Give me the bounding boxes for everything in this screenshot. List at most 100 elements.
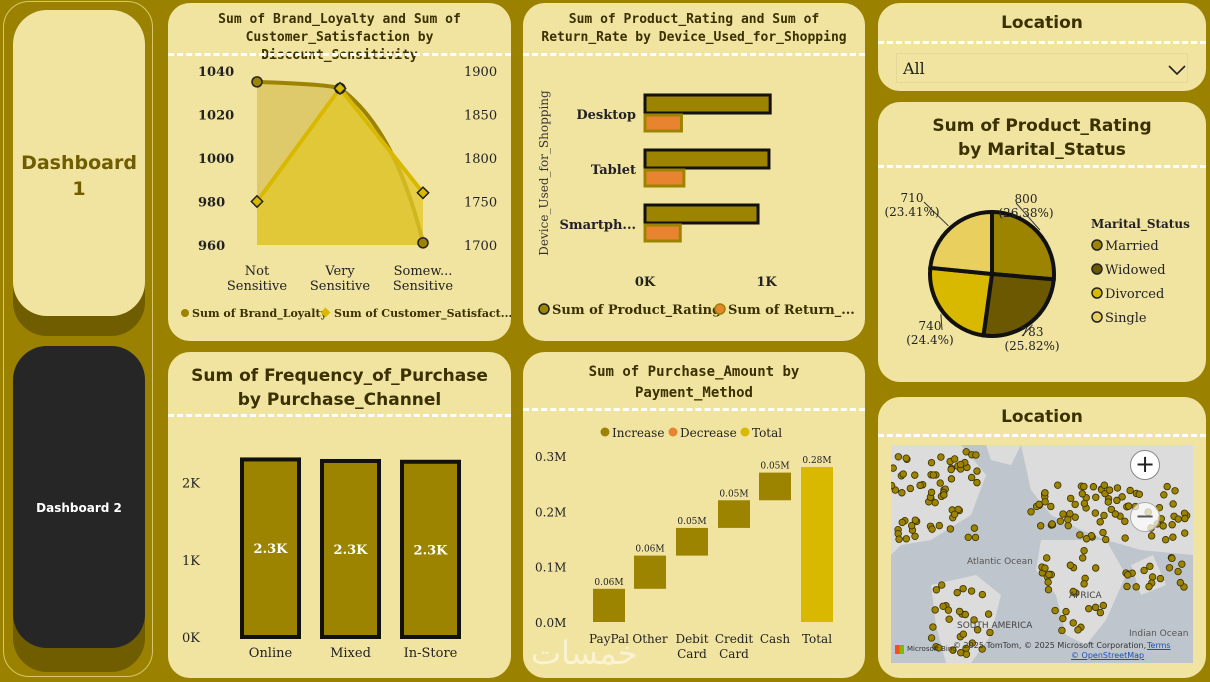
x-tick-label: PayPal [589,632,629,646]
map-location-point [1059,614,1067,623]
pie-slice [928,209,994,277]
pie-percent-label: (23.41%) [884,205,939,219]
map-location-point [906,484,915,493]
legend-label-increase: Increase [612,426,664,440]
map-location-point [947,465,955,474]
x-tick-label: Sensitive [310,279,371,294]
frequency-chart: 2K 1K 0K 2.3K Online 2.3K Mixed 2.3K In-Store [182,457,461,661]
map-location-point [973,478,981,487]
zoom-out-button[interactable]: − [1130,502,1160,532]
map-location-point [946,525,955,533]
return-rate-bar [643,223,682,243]
pie-leader-line [1021,324,1033,337]
map-location-point [911,516,920,524]
purchase-panel: Sum of Purchase_Amount by Payment_Method… [523,352,865,678]
y-right-tick-label: 1850 [464,109,497,124]
pie-slice [990,209,1056,282]
map-location-point [962,448,970,456]
map-location-point [1178,560,1186,568]
y-right-tick-label: 1700 [464,239,497,254]
nav-panel: Dashboard 1 Dashboard 2 [3,1,153,677]
map-location-point [961,610,970,619]
terms-link[interactable]: Terms [1147,641,1171,650]
map-location-point [1091,564,1100,572]
legend-marker-product-rating [538,303,550,315]
pie-slice [981,271,1056,338]
map-canvas[interactable]: Atlantic Ocean Indian Ocean SOUTH AMERIC… [891,445,1193,663]
map-location-point [1121,534,1129,542]
pie-percent-label: (25.82%) [1004,339,1059,353]
legend-label-widowed: Widowed [1105,263,1166,278]
map-location-point [1099,528,1107,537]
map-location-point [1140,566,1148,575]
map-location-point [899,470,907,478]
waterfall-data-label: 0.05M [760,462,789,472]
osm-link[interactable]: © OpenStreetMap [1071,651,1145,660]
map-location-point [973,626,982,634]
map-location-point [902,454,910,462]
map-location-point [911,471,919,479]
ocean-label-indian: Indian Ocean [1129,629,1189,639]
map-location-point [1111,510,1120,518]
map-location-point [1099,601,1108,610]
y-left-tick-label: 1040 [198,65,234,80]
waterfall-data-label: 0.05M [677,517,706,527]
map-location-point [1174,567,1182,576]
location-dropdown[interactable]: All [896,53,1188,83]
map-location-point [1168,521,1176,529]
legend-label-return-rate: Sum of Return_... [728,303,855,318]
zoom-in-button[interactable]: + [1130,450,1160,480]
y-tick-label: 0.2M [535,505,566,519]
map-location-point [891,481,896,490]
dashboard-1-button[interactable]: Dashboard 1 [13,10,145,336]
map-location-point [935,644,943,652]
y-left-tick-label: 980 [198,196,225,211]
x-tick-label: In-Store [404,646,458,661]
map-location-point [1135,490,1144,498]
legend-label-satisfaction: Sum of Customer_Satisfact... [334,307,511,321]
map-location-point [1171,487,1179,495]
map-location-point [945,615,953,623]
increase-bar [718,500,750,528]
pie-value-label: 710 [901,191,924,205]
map-location-point [1174,515,1182,523]
map-location-point [931,606,939,614]
map-location-point [954,505,962,514]
location-slicer-title: Location [1001,13,1083,33]
legend-label-total: Total [752,426,782,440]
brand-loyalty-title: Sum of Brand_Loyalty and Sum of Customer… [218,12,461,63]
product-rating-bar [643,148,771,170]
y-tick-label: 1K [182,554,200,569]
legend-marker-single [1091,311,1103,323]
device-title: Sum of Product_Rating and Sum of Return_… [541,12,847,45]
map-location-point [927,458,936,467]
map-location-point [971,533,980,542]
map-location-point [1118,493,1126,501]
y-tick-label: 0.3M [535,450,566,464]
map-location-point [894,453,903,461]
dashboard-2-button[interactable]: Dashboard 2 [13,346,145,672]
y-right-tick-label: 1800 [464,152,497,167]
map-location-point [1148,573,1157,581]
map-location-point [1132,583,1140,591]
location-dropdown-value: All [903,59,925,78]
satisfaction-point [250,194,264,209]
map-location-point [1168,554,1176,563]
map-location-point [895,535,903,543]
map-location-point [1027,508,1035,516]
map-location-point [1076,531,1084,539]
landmass-africa [1036,540,1126,645]
x-tick-label: Sensitive [227,279,288,294]
map-location-point [1104,498,1112,506]
frequency-data-label: 2.3K [254,542,289,557]
map-location-point [1051,606,1059,615]
location-slicer-panel: Location All [878,3,1206,91]
map-location-point [1080,499,1089,508]
map-location-point [1058,626,1066,635]
map-location-point [1096,518,1104,526]
x-tick-label: Cash [760,632,790,646]
legend-marker-married [1091,239,1103,251]
map-location-point [956,460,965,469]
map-panel: Location Atlantic Ocean Indian Ocean SOU… [878,397,1206,678]
map-location-point [1041,498,1049,506]
